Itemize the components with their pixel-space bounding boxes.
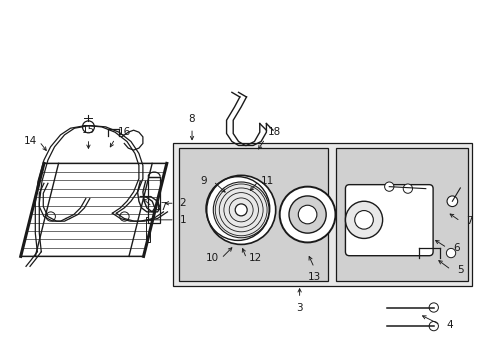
Text: 14: 14 (23, 136, 37, 147)
Circle shape (384, 182, 393, 191)
Text: 8: 8 (188, 114, 195, 124)
Polygon shape (20, 163, 166, 256)
Circle shape (288, 196, 325, 233)
Text: 5: 5 (456, 265, 463, 275)
Text: 12: 12 (249, 253, 262, 264)
Circle shape (213, 182, 268, 238)
Text: 3: 3 (296, 302, 302, 312)
Circle shape (279, 186, 335, 242)
FancyBboxPatch shape (345, 185, 432, 256)
Circle shape (82, 121, 94, 133)
Text: 2: 2 (179, 198, 185, 208)
Text: 10: 10 (205, 253, 218, 264)
Circle shape (446, 248, 455, 258)
Text: 11: 11 (261, 176, 274, 186)
Text: 16: 16 (118, 127, 131, 137)
Bar (148, 177, 160, 223)
Text: 17: 17 (155, 202, 168, 212)
Bar (173, 144, 471, 286)
Circle shape (298, 205, 316, 224)
Circle shape (403, 184, 412, 193)
Circle shape (446, 196, 457, 207)
Text: 1: 1 (179, 215, 185, 225)
Circle shape (354, 211, 372, 229)
Circle shape (46, 212, 55, 221)
Text: 13: 13 (307, 272, 320, 282)
Bar (146, 216, 150, 242)
Bar (335, 148, 467, 281)
Text: 4: 4 (446, 320, 452, 330)
Text: 15: 15 (81, 125, 95, 135)
Circle shape (120, 212, 129, 221)
Circle shape (235, 204, 246, 216)
Bar (179, 148, 327, 281)
Circle shape (428, 321, 438, 331)
Circle shape (428, 303, 438, 312)
Text: 18: 18 (267, 127, 281, 137)
Circle shape (206, 175, 275, 244)
Circle shape (345, 201, 382, 238)
Text: 9: 9 (200, 176, 207, 186)
Text: 6: 6 (452, 243, 459, 253)
Text: 7: 7 (466, 216, 472, 226)
